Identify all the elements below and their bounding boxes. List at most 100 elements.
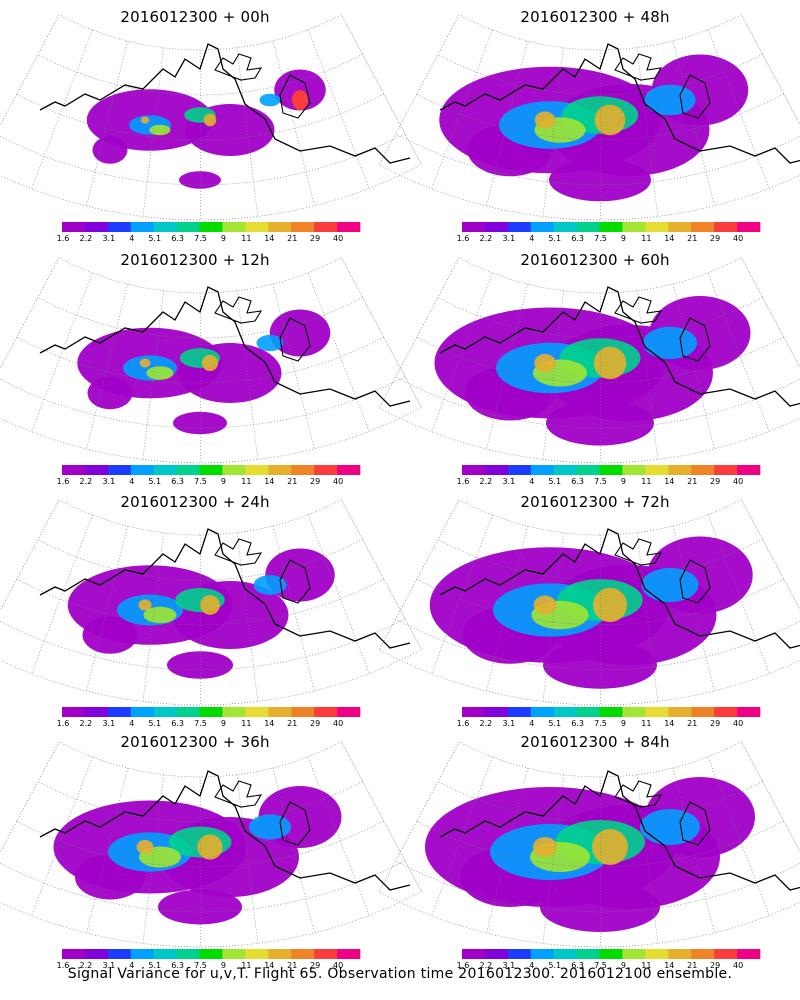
colorbar-swatch bbox=[107, 707, 132, 717]
variance-region bbox=[592, 829, 628, 865]
colorbar-swatch bbox=[737, 222, 761, 232]
colorbar-swatch bbox=[176, 707, 200, 717]
variance-region bbox=[200, 595, 220, 615]
colorbar-swatch bbox=[507, 465, 532, 475]
map-panel bbox=[0, 14, 422, 221]
variance-region bbox=[173, 411, 227, 435]
variance-region bbox=[256, 334, 284, 352]
colorbar-swatch bbox=[668, 465, 692, 475]
colorbar-swatch bbox=[62, 949, 86, 959]
panel-title: 2016012300 + 72h bbox=[520, 493, 670, 511]
colorbar-swatch bbox=[314, 707, 338, 717]
variance-region bbox=[140, 116, 150, 124]
colorbar-tick-label: 29 bbox=[310, 477, 320, 486]
colorbar-tick-label: 7.5 bbox=[194, 477, 207, 486]
colorbar-swatch bbox=[576, 949, 600, 959]
colorbar-tick-label: 40 bbox=[733, 961, 743, 970]
colorbar-swatch bbox=[199, 707, 223, 717]
variance-region bbox=[197, 834, 223, 860]
colorbar-swatch bbox=[576, 465, 600, 475]
colorbar-swatch bbox=[622, 222, 646, 232]
colorbar: 1.6 2.2 3.1 4 5.1 6.3 7.5 9 11 14 21 29 40 bbox=[57, 222, 361, 243]
variance-region bbox=[534, 354, 556, 372]
variance-region bbox=[138, 599, 152, 611]
coastline bbox=[439, 528, 800, 649]
colorbar-swatch bbox=[268, 949, 292, 959]
coastline bbox=[39, 770, 411, 891]
graticule-meridian bbox=[142, 532, 164, 702]
colorbar-swatch bbox=[553, 707, 577, 717]
graticule-parallel bbox=[416, 336, 784, 384]
colorbar-tick-label: 3.1 bbox=[502, 477, 515, 486]
graticule-meridian bbox=[542, 774, 564, 944]
colorbar-swatch bbox=[462, 949, 486, 959]
graticule-meridian bbox=[272, 40, 315, 206]
colorbar-swatch bbox=[553, 222, 577, 232]
colorbar-swatch bbox=[691, 707, 715, 717]
colorbar: 1.6 2.2 3.1 4 5.1 6.3 7.5 9 11 14 21 29 40 bbox=[57, 949, 361, 970]
colorbar-tick-label: 7.5 bbox=[194, 961, 207, 970]
graticule-meridian bbox=[542, 532, 564, 702]
variance-region bbox=[533, 837, 557, 857]
colorbar-tick-label: 5.1 bbox=[148, 234, 161, 243]
colorbar-swatch bbox=[222, 222, 246, 232]
colorbar-swatch bbox=[599, 707, 623, 717]
colorbar-tick-label: 2.2 bbox=[80, 477, 93, 486]
colorbar-tick-label: 11 bbox=[241, 477, 251, 486]
coastline bbox=[39, 528, 411, 649]
colorbar-tick-label: 6.3 bbox=[571, 719, 584, 728]
colorbar-swatch bbox=[737, 949, 761, 959]
colorbar-tick-label: 29 bbox=[710, 961, 720, 970]
colorbar-swatch bbox=[62, 222, 86, 232]
colorbar-tick-label: 11 bbox=[641, 719, 651, 728]
colorbar-tick-label: 6.3 bbox=[571, 961, 584, 970]
colorbar-tick-label: 29 bbox=[310, 961, 320, 970]
colorbar-tick-label: 29 bbox=[710, 719, 720, 728]
colorbar-tick-label: 21 bbox=[287, 961, 297, 970]
coastline bbox=[439, 770, 800, 891]
graticule-meridian bbox=[672, 525, 715, 691]
colorbar-tick-label: 9 bbox=[221, 234, 226, 243]
colorbar-swatch bbox=[107, 949, 132, 959]
colorbar-tick-label: 9 bbox=[621, 234, 626, 243]
colorbar-swatch bbox=[507, 949, 532, 959]
colorbar-swatch bbox=[130, 949, 154, 959]
colorbar-swatch bbox=[576, 707, 600, 717]
graticule-meridian bbox=[31, 514, 93, 674]
colorbar-swatch bbox=[462, 222, 486, 232]
graticule-meridian bbox=[236, 290, 259, 460]
graticule-meridian bbox=[431, 756, 493, 916]
colorbar-swatch bbox=[291, 222, 315, 232]
colorbar-tick-label: 21 bbox=[287, 477, 297, 486]
colorbar-tick-label: 7.5 bbox=[594, 961, 607, 970]
colorbar-swatch bbox=[268, 222, 292, 232]
colorbar-swatch bbox=[291, 949, 315, 959]
colorbar-tick-label: 2.2 bbox=[480, 719, 493, 728]
colorbar-swatch bbox=[714, 949, 738, 959]
colorbar-tick-label: 5.1 bbox=[548, 234, 561, 243]
colorbar-tick-label: 40 bbox=[733, 719, 743, 728]
colorbar-tick-label: 3.1 bbox=[502, 961, 515, 970]
graticule-meridian bbox=[86, 41, 128, 207]
colorbar-tick-label: 7.5 bbox=[594, 719, 607, 728]
colorbar-tick-label: 5.1 bbox=[548, 961, 561, 970]
graticule-meridian bbox=[431, 514, 493, 674]
colorbar-tick-label: 9 bbox=[221, 477, 226, 486]
colorbar-tick-label: 6.3 bbox=[571, 234, 584, 243]
colorbar-swatch bbox=[714, 465, 738, 475]
colorbar-tick-label: 9 bbox=[621, 477, 626, 486]
colorbar-tick-label: 21 bbox=[687, 234, 697, 243]
colorbar-tick-label: 2.2 bbox=[80, 719, 93, 728]
variance-region bbox=[592, 587, 628, 623]
arctic-islands bbox=[214, 780, 311, 846]
graticule-meridian bbox=[272, 283, 315, 449]
graticule-parallel bbox=[16, 820, 384, 868]
colorbar-tick-label: 21 bbox=[687, 719, 697, 728]
variance-region bbox=[203, 113, 217, 127]
variance-region bbox=[534, 111, 556, 129]
colorbar-swatch bbox=[484, 465, 509, 475]
colorbar-tick-label: 5.1 bbox=[548, 719, 561, 728]
graticule-meridian bbox=[0, 499, 60, 651]
variance-region bbox=[139, 358, 151, 368]
